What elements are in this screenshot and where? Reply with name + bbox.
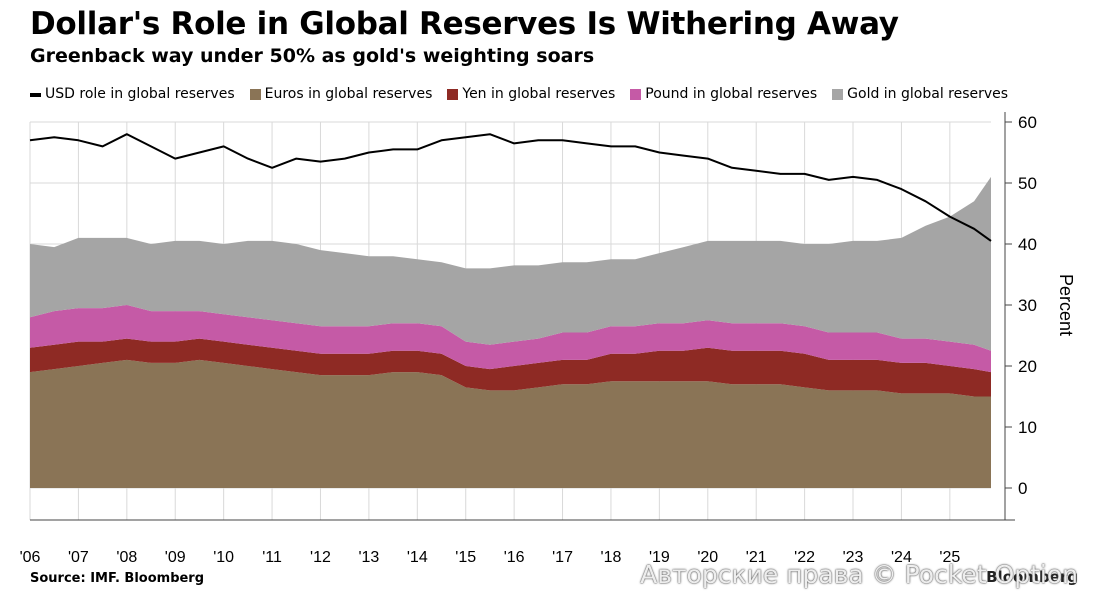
x-tick-label: '19 bbox=[649, 549, 670, 566]
y-tick-label: 0 bbox=[1018, 479, 1027, 498]
legend-label: Yen in global reserves bbox=[462, 86, 616, 102]
euros-area bbox=[30, 359, 991, 488]
y-tick-label: 20 bbox=[1018, 357, 1037, 376]
x-tick-label: '15 bbox=[455, 549, 476, 566]
x-tick-label: '18 bbox=[601, 549, 622, 566]
x-tick-label: '23 bbox=[843, 549, 864, 566]
watermark: Авторские права © Pocket Option bbox=[640, 560, 1078, 589]
brand-logo: Bloomberg bbox=[986, 568, 1078, 586]
legend-swatch bbox=[30, 92, 41, 97]
chart-subtitle: Greenback way under 50% as gold's weight… bbox=[30, 45, 595, 67]
legend-swatch bbox=[249, 88, 261, 100]
x-tick-label: '14 bbox=[407, 549, 428, 566]
x-tick-label: '07 bbox=[68, 549, 89, 566]
x-tick-label: '10 bbox=[213, 549, 234, 566]
legend-item: Euros in global reserves bbox=[249, 85, 433, 103]
x-tick-label: '17 bbox=[552, 549, 573, 566]
x-tick-label: '06 bbox=[20, 549, 41, 566]
legend-swatch bbox=[447, 88, 459, 100]
x-tick-label: '12 bbox=[310, 549, 331, 566]
y-tick-label: 40 bbox=[1018, 235, 1037, 254]
x-tick-label: '25 bbox=[939, 549, 960, 566]
legend-label: Euros in global reserves bbox=[264, 86, 433, 102]
legend-label: USD role in global reserves bbox=[45, 86, 235, 102]
x-tick-label: '11 bbox=[262, 549, 282, 566]
y-tick-label: 60 bbox=[1018, 113, 1037, 132]
legend-item: Gold in global reserves bbox=[832, 85, 1008, 103]
usd-line bbox=[29, 133, 992, 242]
y-tick-label: 50 bbox=[1018, 174, 1037, 193]
source-note: Source: IMF. Bloomberg bbox=[30, 571, 205, 586]
legend-swatch bbox=[832, 88, 844, 100]
legend-label: Gold in global reserves bbox=[847, 86, 1009, 102]
yen-area bbox=[30, 338, 991, 397]
x-tick-label: '22 bbox=[794, 549, 815, 566]
y-tick-label: 10 bbox=[1018, 418, 1037, 437]
x-tick-label: '13 bbox=[358, 549, 379, 566]
x-tick-label: '16 bbox=[504, 549, 525, 566]
y-axis-label: Percent bbox=[1056, 274, 1076, 336]
chart-legend: USD role in global reserves Euros in glob… bbox=[30, 85, 1023, 103]
x-tick-label: '20 bbox=[697, 549, 718, 566]
gold-area bbox=[30, 176, 991, 351]
x-tick-label: '08 bbox=[116, 549, 137, 566]
legend-item: USD role in global reserves bbox=[30, 85, 235, 103]
x-tick-label: '09 bbox=[165, 549, 186, 566]
legend-label: Pound in global reserves bbox=[645, 86, 818, 102]
area-chart: 0 10 20 30 40 50 60 Percent '06 '07 '08 '09 '10 '11 '1… bbox=[20, 112, 1076, 566]
chart-title: Dollar's Role in Global Reserves Is With… bbox=[30, 6, 899, 42]
x-tick-label: '24 bbox=[891, 549, 912, 566]
y-tick-label: 30 bbox=[1018, 296, 1037, 315]
legend-item: Pound in global reserves bbox=[630, 85, 817, 103]
x-tick-label: '21 bbox=[746, 549, 767, 566]
legend-item: Yen in global reserves bbox=[447, 85, 615, 103]
legend-swatch bbox=[630, 88, 642, 100]
pound-area bbox=[30, 305, 991, 373]
